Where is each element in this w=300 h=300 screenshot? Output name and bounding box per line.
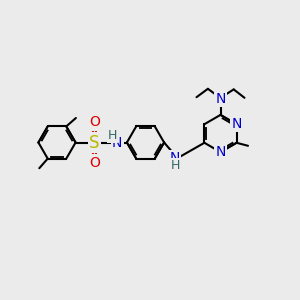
Text: O: O xyxy=(89,116,100,129)
Text: O: O xyxy=(89,156,100,170)
Text: N: N xyxy=(215,92,226,106)
Text: S: S xyxy=(89,134,100,152)
Text: N: N xyxy=(215,145,226,159)
Text: N: N xyxy=(112,136,122,150)
Text: H: H xyxy=(170,159,180,172)
Text: N: N xyxy=(231,117,242,131)
Text: N: N xyxy=(170,152,180,165)
Text: H: H xyxy=(107,129,117,142)
